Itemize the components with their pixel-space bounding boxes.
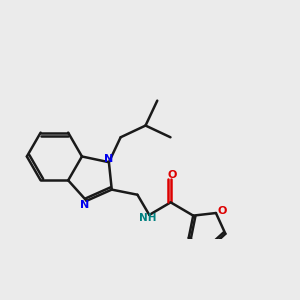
Text: N: N	[104, 154, 113, 164]
Text: N: N	[80, 200, 90, 210]
Text: NH: NH	[139, 212, 156, 223]
Text: O: O	[217, 206, 226, 216]
Text: O: O	[168, 170, 177, 180]
